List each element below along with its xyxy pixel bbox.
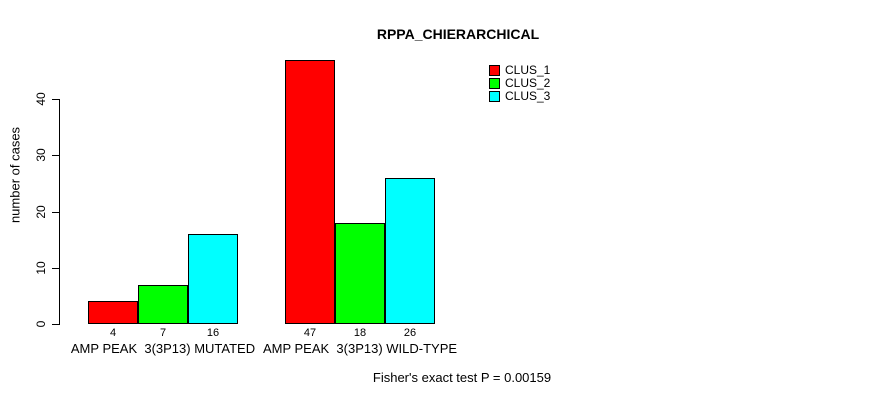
legend-label-clus-3: CLUS_3 — [505, 89, 551, 103]
legend-label-clus-1: CLUS_1 — [505, 63, 551, 77]
y-axis-tick — [52, 212, 59, 213]
bar-value-label: 47 — [303, 327, 317, 339]
bar-value-label: 4 — [109, 327, 117, 339]
bar-value-label: 7 — [159, 327, 167, 339]
legend-swatch-clus-1 — [489, 65, 500, 76]
bar-clus_3-group0 — [188, 234, 238, 324]
category-label: AMP PEAK 3(3P13) WILD-TYPE — [262, 341, 458, 356]
legend-item-clus-2: CLUS_2 — [489, 76, 551, 90]
legend-item-clus-3: CLUS_3 — [489, 89, 551, 103]
category-label: AMP PEAK 3(3P13) MUTATED — [70, 341, 256, 356]
legend-item-clus-1: CLUS_1 — [489, 63, 551, 77]
y-axis-tick — [52, 155, 59, 156]
chart-title: RPPA_CHIERARCHICAL — [376, 26, 540, 42]
bar-value-label: 18 — [353, 327, 367, 339]
y-axis-tick-label: 0 — [34, 320, 48, 328]
footnote-text: Fisher's exact test P = 0.00159 — [372, 370, 552, 385]
legend-swatch-clus-2 — [489, 78, 500, 89]
y-axis-tick-label: 20 — [34, 205, 48, 219]
legend-swatch-clus-3 — [489, 91, 500, 102]
legend-label-clus-2: CLUS_2 — [505, 76, 551, 90]
y-axis-tick-label: 30 — [34, 148, 48, 162]
bar-clus_2-group0 — [138, 285, 188, 324]
bar-clus_1-group0 — [88, 301, 138, 324]
y-axis-line — [59, 99, 60, 325]
y-axis-tick — [52, 324, 59, 325]
bar-clus_1-group1 — [285, 60, 335, 324]
bar-clus_2-group1 — [335, 223, 385, 324]
y-axis-tick-label: 40 — [34, 92, 48, 106]
y-axis-tick — [52, 99, 59, 100]
bar-value-label: 16 — [206, 327, 220, 339]
bar-clus_3-group1 — [385, 178, 435, 324]
bar-value-label: 26 — [403, 327, 417, 339]
legend: CLUS_1 CLUS_2 CLUS_3 — [489, 63, 551, 104]
y-axis-label: number of cases — [7, 126, 23, 224]
y-axis-tick-label: 10 — [34, 261, 48, 275]
y-axis-tick — [52, 268, 59, 269]
